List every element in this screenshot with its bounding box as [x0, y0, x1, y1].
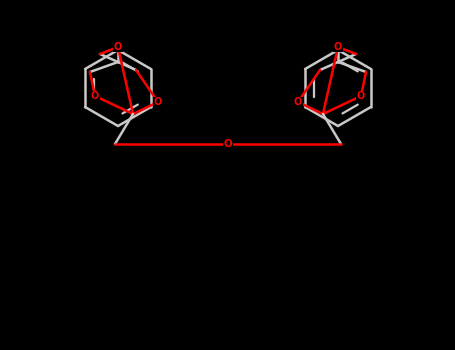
Text: O: O [91, 91, 99, 101]
Text: O: O [357, 91, 365, 101]
Text: O: O [114, 42, 122, 52]
Text: O: O [334, 42, 342, 52]
Text: O: O [294, 97, 302, 107]
Text: O: O [223, 139, 233, 149]
Text: O: O [154, 97, 162, 107]
